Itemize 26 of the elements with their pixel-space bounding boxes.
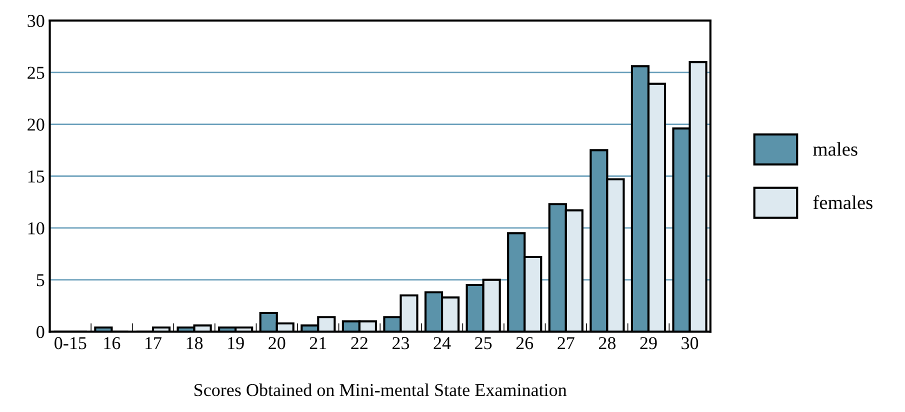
y-tick-label: 0: [36, 326, 44, 338]
x-tick-label: 0-15: [54, 337, 86, 350]
x-tick-label: 25: [475, 337, 492, 350]
y-tick-label: 5: [36, 274, 44, 286]
x-tick-label: 21: [310, 337, 326, 350]
legend-label: males: [813, 142, 858, 156]
x-axis-title: Scores Obtained on Mini-mental State Examination: [194, 383, 567, 396]
x-tick-label: 16: [104, 337, 120, 350]
x-tick-label: 24: [434, 337, 451, 350]
x-tick-label: 20: [268, 337, 286, 350]
x-tick-label: 30: [682, 337, 698, 350]
x-tick-label: 26: [516, 337, 534, 350]
x-tick-label: 29: [640, 337, 657, 350]
x-tick-label: 18: [186, 337, 203, 350]
y-tick-label: 10: [28, 222, 44, 234]
x-tick-label: 22: [351, 337, 368, 350]
y-tick-label: 20: [28, 118, 44, 131]
y-tick-label: 25: [28, 66, 44, 79]
x-tick-label: 23: [392, 337, 410, 350]
x-tick-label: 27: [558, 337, 574, 350]
x-tick-label: 19: [228, 337, 244, 350]
legend-label: females: [813, 195, 872, 210]
y-tick-label: 15: [28, 170, 44, 183]
y-tick-label: 30: [28, 14, 44, 28]
x-tick-label: 28: [598, 337, 616, 350]
x-tick-label: 17: [146, 337, 162, 350]
